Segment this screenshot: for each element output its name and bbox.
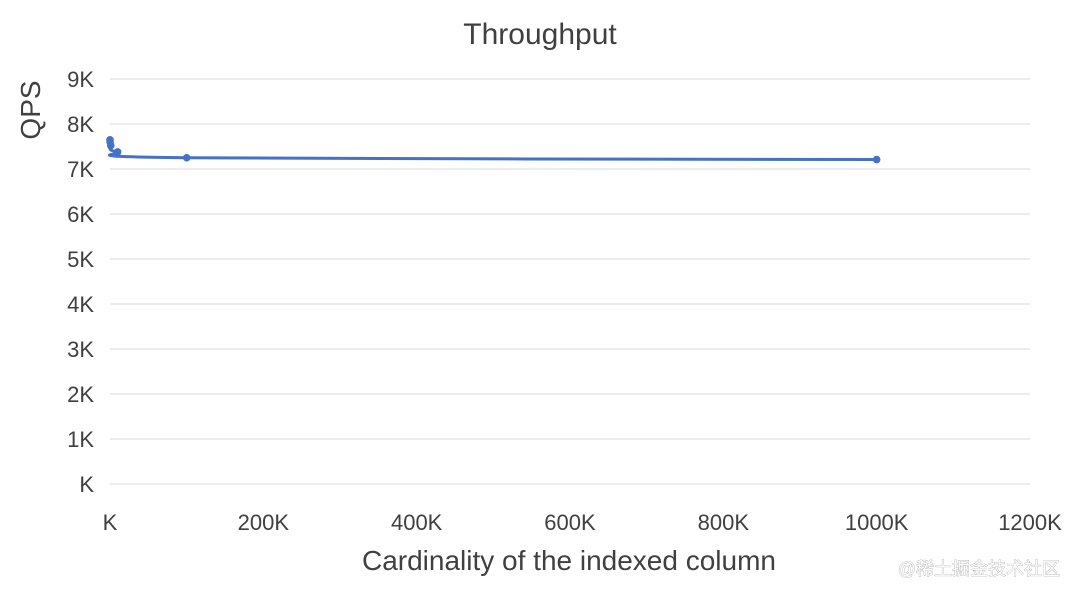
- y-axis-ticks: K 1K 2K 3K 4K 5K 6K 7K 8K 9K: [67, 67, 94, 497]
- x-tick-label: K: [103, 510, 118, 535]
- gridlines: [110, 78, 1030, 485]
- y-tick-label: 3K: [67, 337, 94, 362]
- y-tick-label: K: [79, 472, 94, 497]
- data-point: [872, 155, 881, 164]
- y-tick-label: 7K: [67, 157, 94, 182]
- chart-title: Throughput: [463, 18, 617, 51]
- data-point: [113, 148, 122, 156]
- y-tick-label: 9K: [67, 67, 94, 92]
- watermark: @稀土掘金技术社区: [898, 559, 1060, 579]
- y-tick-label: 8K: [67, 112, 94, 137]
- x-tick-label: 600K: [544, 510, 596, 535]
- data-point: [106, 141, 115, 150]
- y-tick-label: 6K: [67, 202, 94, 227]
- y-tick-label: 2K: [67, 382, 94, 407]
- x-axis-ticks: K 200K 400K 600K 800K 1000K 1200K: [103, 510, 1062, 535]
- series-group: [106, 135, 881, 164]
- x-tick-label: 800K: [698, 510, 750, 535]
- x-tick-label: 1000K: [845, 510, 909, 535]
- y-tick-label: 4K: [67, 292, 94, 317]
- x-tick-label: 1200K: [998, 510, 1062, 535]
- y-axis-title: QPS: [15, 80, 46, 139]
- data-point: [182, 153, 191, 162]
- series-line: [108, 138, 879, 162]
- y-tick-label: 5K: [67, 247, 94, 272]
- x-tick-label: 200K: [238, 510, 290, 535]
- x-axis-title: Cardinality of the indexed column: [362, 545, 776, 576]
- y-tick-label: 1K: [67, 427, 94, 452]
- x-tick-label: 400K: [391, 510, 443, 535]
